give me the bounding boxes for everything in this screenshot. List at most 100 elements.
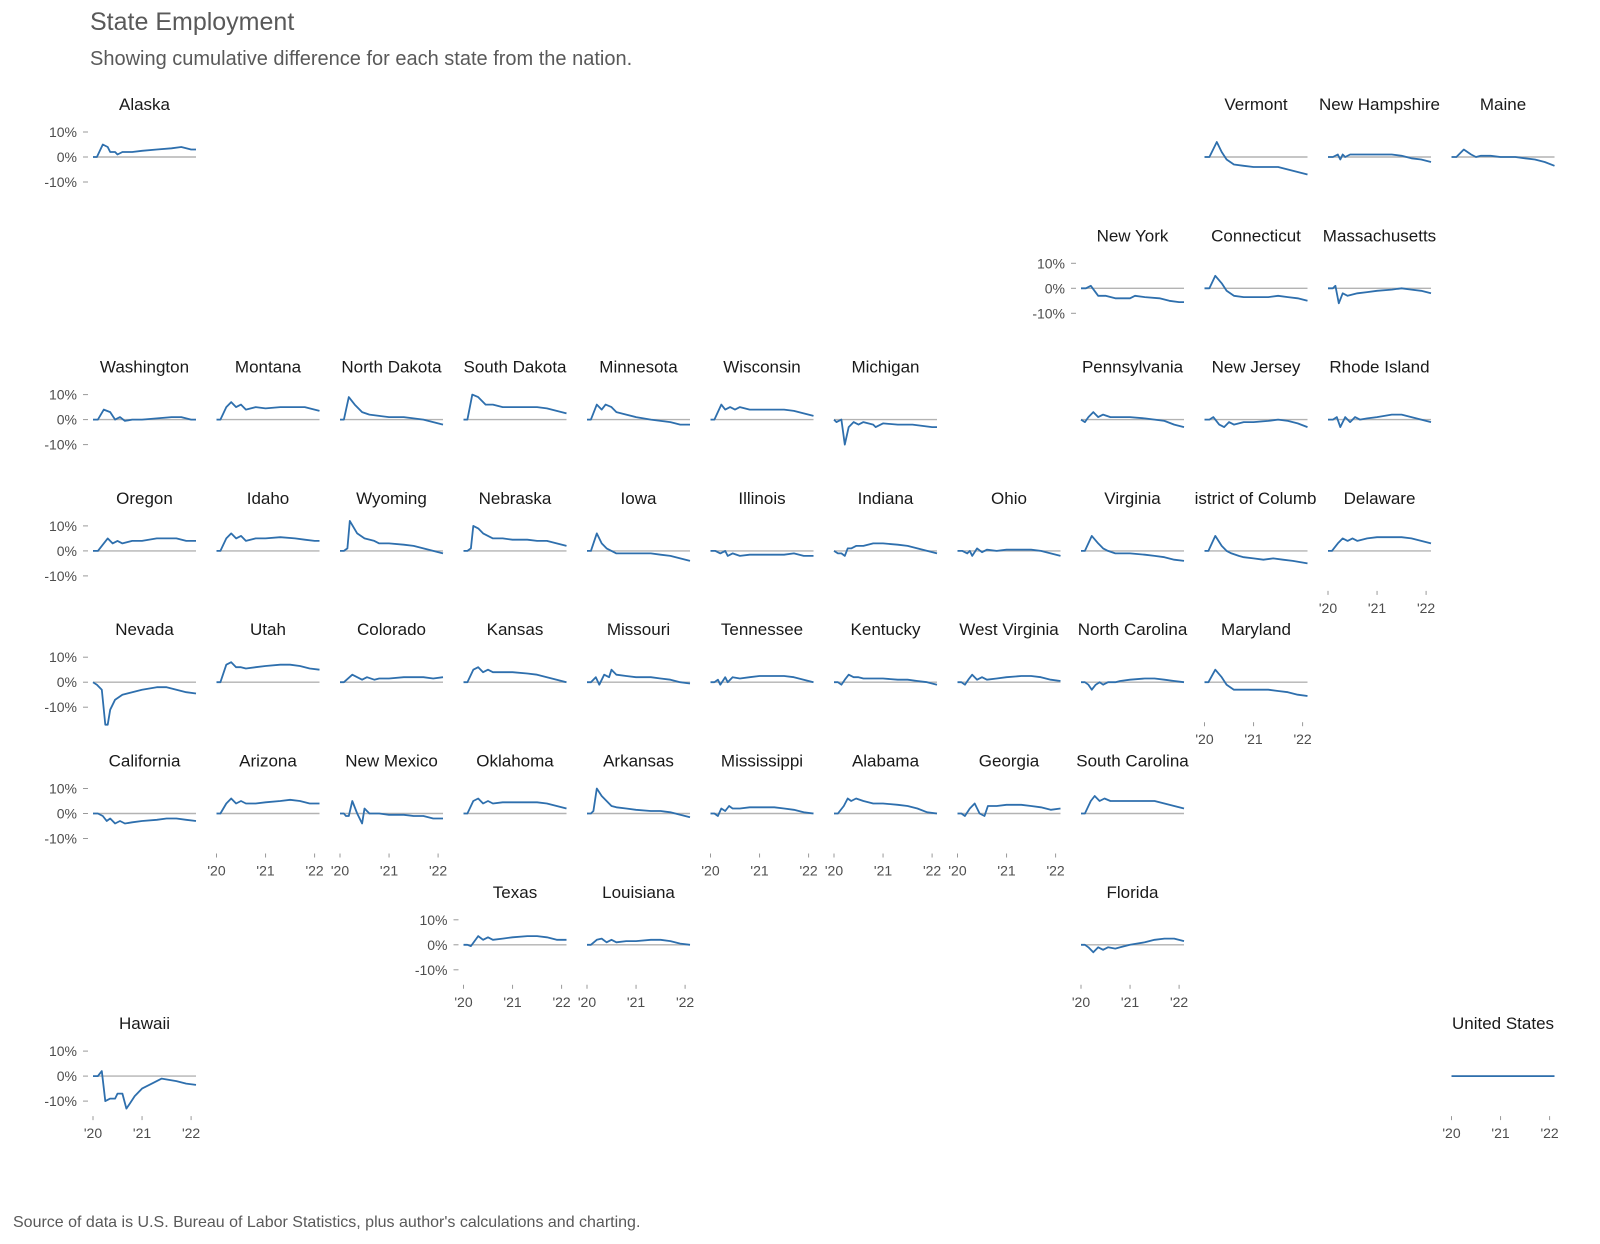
x-tick-label: '21	[380, 863, 398, 879]
series-line-nevada	[92, 681, 197, 726]
series-line-california	[93, 812, 197, 825]
y-tick-label: -10%	[44, 831, 77, 847]
panel-title: South Dakota	[463, 358, 567, 377]
series-line-florida	[1081, 937, 1185, 954]
series-line-north-dakota	[340, 396, 444, 426]
panel-nevada: Nevada 10% 0% -10%	[44, 620, 197, 726]
panel-title: Mississippi	[721, 752, 803, 771]
panel-alabama: Alabama '20 '21 '22	[825, 752, 942, 879]
panel-title: Arizona	[239, 752, 297, 771]
panel-minnesota: Minnesota	[587, 358, 690, 426]
y-tick-label: 0%	[57, 1068, 77, 1084]
y-tick-label: 10%	[49, 781, 77, 797]
panel-title: Virginia	[1104, 489, 1161, 508]
panel-title: Connecticut	[1211, 226, 1301, 245]
series-line-vermont	[1204, 141, 1308, 176]
panel-north-dakota: North Dakota	[340, 358, 444, 426]
panel-title: Massachusetts	[1323, 226, 1436, 245]
panel-title: Maine	[1480, 95, 1526, 114]
series-line-oklahoma	[463, 797, 567, 815]
panel-delaware: Delaware '20 '21 '22	[1319, 489, 1436, 616]
y-tick-label: -10%	[1032, 305, 1065, 321]
panel-title: Kentucky	[851, 620, 921, 639]
x-tick-label: '20	[207, 863, 225, 879]
panel-united-states: United States '20 '21 '22	[1442, 1014, 1559, 1141]
series-line-kentucky	[834, 673, 938, 686]
y-tick-label: 10%	[49, 387, 77, 403]
panel-title: Louisiana	[602, 883, 675, 902]
panel-west-virginia: West Virginia	[957, 620, 1061, 686]
panel-kentucky: Kentucky	[834, 620, 938, 686]
panel-wyoming: Wyoming	[340, 489, 444, 555]
panel-utah: Utah	[216, 620, 320, 684]
series-line-nebraska	[463, 525, 567, 552]
series-line-iowa	[587, 532, 691, 562]
series-line-delaware	[1328, 536, 1432, 552]
x-tick-label: '20	[701, 863, 719, 879]
panel-title: Illinois	[738, 489, 785, 508]
x-tick-label: '20	[331, 863, 349, 879]
series-line-arkansas	[587, 787, 691, 819]
chart-subtitle: Showing cumulative difference for each s…	[90, 48, 633, 70]
panel-hawaii: Hawaii 10% 0% -10% '20 '21 '22	[44, 1014, 200, 1141]
panel-title: Indiana	[858, 489, 914, 508]
panel-title: Vermont	[1224, 95, 1288, 114]
series-line-maine	[1451, 148, 1555, 167]
series-line-minnesota	[587, 403, 690, 426]
series-line-washington	[93, 408, 196, 422]
x-tick-label: '21	[874, 863, 892, 879]
series-line-idaho	[216, 532, 320, 552]
panel-title: Utah	[250, 620, 286, 639]
x-tick-label: '21	[1368, 600, 1386, 616]
series-line-new-jersey	[1204, 416, 1308, 428]
panel-idaho: Idaho	[216, 489, 320, 552]
panel-new-york: New York 10% 0% -10%	[1032, 226, 1184, 321]
series-line-pennsylvania	[1080, 411, 1185, 428]
y-tick-label: -10%	[44, 1093, 77, 1109]
x-tick-label: '21	[133, 1125, 151, 1141]
panel-iowa: Iowa	[587, 489, 691, 562]
series-line-alabama	[834, 797, 938, 815]
x-tick-label: '21	[1491, 1125, 1509, 1141]
panel-florida: Florida '20 '21 '22	[1072, 883, 1189, 1010]
panel-alaska: Alaska 10% 0% -10%	[44, 95, 196, 190]
x-tick-label: '21	[256, 863, 274, 879]
panel-title: United States	[1452, 1014, 1554, 1033]
panel-montana: Montana	[216, 358, 320, 421]
y-tick-label: 10%	[49, 649, 77, 665]
series-line-north-carolina	[1081, 677, 1185, 691]
y-tick-label: 10%	[1037, 255, 1065, 271]
series-line-indiana	[833, 542, 938, 557]
y-tick-label: -10%	[415, 962, 448, 978]
panel-title: Wisconsin	[723, 358, 800, 377]
panel-title: Arkansas	[603, 752, 674, 771]
series-line-virginia	[1081, 535, 1185, 562]
y-tick-label: 0%	[1045, 280, 1065, 296]
series-line-massachusetts	[1328, 284, 1432, 305]
panel-louisiana: Louisiana '20 '21 '22	[578, 883, 695, 1010]
x-tick-label: '22	[1170, 994, 1188, 1010]
x-tick-label: '20	[454, 994, 472, 1010]
series-line-kansas	[463, 666, 567, 684]
panel-title: New Mexico	[345, 752, 438, 771]
x-tick-label: '22	[1540, 1125, 1558, 1141]
panel-california: California 10% 0% -10%	[44, 752, 197, 847]
series-line-wisconsin	[710, 403, 814, 421]
x-tick-label: '20	[1319, 600, 1337, 616]
panel-colorado: Colorado	[340, 620, 444, 684]
series-line-district-of-columbia	[1204, 535, 1308, 565]
x-tick-label: '22	[1293, 731, 1311, 747]
panel-georgia: Georgia '20 '21 '22	[948, 752, 1065, 879]
panel-title: Pennsylvania	[1082, 358, 1184, 377]
panel-title: Montana	[235, 358, 302, 377]
panel-title: Iowa	[621, 489, 657, 508]
y-tick-label: 0%	[57, 543, 77, 559]
panel-title: Alabama	[852, 752, 920, 771]
panel-title: New Hampshire	[1319, 95, 1440, 114]
series-line-tennessee	[710, 675, 814, 686]
y-tick-label: -10%	[44, 174, 77, 190]
x-tick-label: '22	[923, 863, 941, 879]
panel-kansas: Kansas	[463, 620, 567, 684]
y-tick-label: -10%	[44, 568, 77, 584]
panel-title: North Dakota	[341, 358, 442, 377]
